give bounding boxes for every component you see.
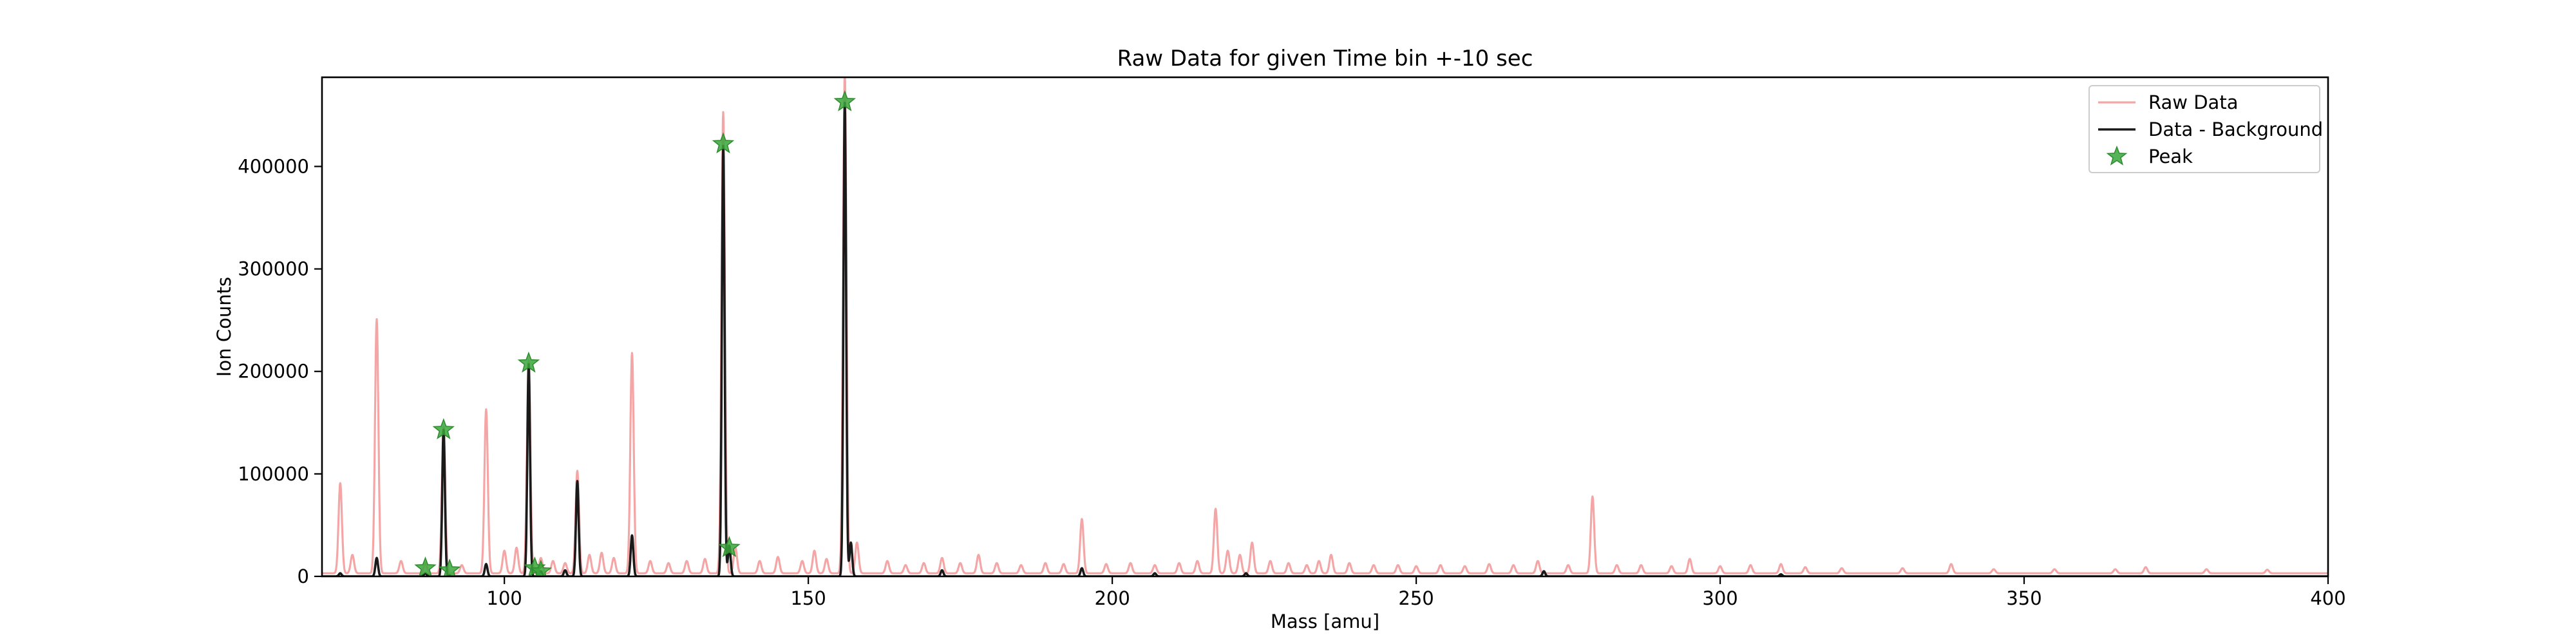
x-tick-label: 400 [2310,587,2345,609]
axes-frame [321,76,2329,578]
y-tick-label: 200000 [238,361,309,383]
peak-marker [718,536,741,558]
y-tick-label: 100000 [238,463,309,485]
legend-label: Peak [2148,146,2193,167]
series-raw-data-line [322,77,2328,574]
peak-marker [712,132,735,154]
chart-title: Raw Data for given Time bin +-10 sec [1117,46,1533,71]
legend-label: Raw Data [2148,91,2238,113]
peak-marker [432,418,455,440]
legend: Raw Data Data - Background Peak [2088,85,2323,173]
plot-area [322,77,2328,576]
peak-marker [438,558,461,576]
x-axis-title: Mass [amu] [1271,611,1379,632]
series-data-background-line [322,102,2328,576]
legend-swatch [2106,145,2128,166]
x-tick-label: 200 [1094,587,1130,609]
x-tick-label: 100 [487,587,522,609]
legend-box [2088,85,2320,173]
y-tick-label: 300000 [238,258,309,280]
y-tick-label: 0 [298,565,309,587]
axes: 100 150 200 250 300 350 400 0 100000 200000 300000… [238,76,2346,609]
x-tick-label: 250 [1398,587,1434,609]
peak-marker [414,556,437,576]
y-tick-label: 400000 [238,155,309,177]
x-tick-label: 300 [1702,587,1738,609]
peak-marker [517,351,540,373]
x-tick-label: 350 [2006,587,2041,609]
peak-marker [833,90,857,111]
legend-label: Data - Background [2148,118,2323,140]
y-axis-title: Ion Counts [213,277,235,377]
x-tick-label: 150 [790,587,826,609]
